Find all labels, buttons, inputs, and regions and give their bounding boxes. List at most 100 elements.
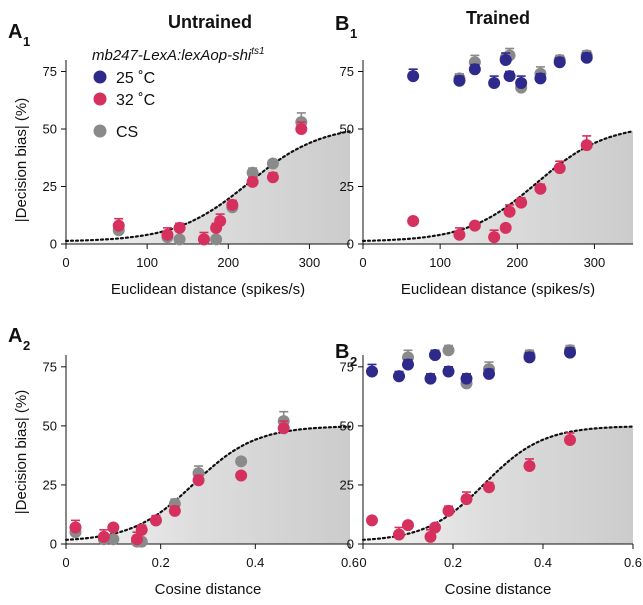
data-point-25c	[499, 54, 512, 66]
x-tick-label: 0.6	[341, 555, 359, 570]
panel-letter-b1: B	[335, 13, 349, 35]
shaded-region-b2	[363, 426, 633, 544]
fit-curve-b2	[361, 425, 635, 541]
panel-letter-a2: A	[8, 325, 22, 347]
x-tick-label: 0.2	[444, 555, 462, 570]
x-axis-label-a1: Euclidean distance (spikes/s)	[111, 281, 305, 298]
legend-label-25c: 25 ˚C	[116, 70, 155, 87]
data-point-32c	[226, 198, 239, 211]
data-point-cs	[210, 233, 223, 246]
legend-label-cs: CS	[116, 124, 138, 141]
y-tick-label: 75	[43, 359, 57, 374]
data-point-32c	[468, 219, 481, 232]
y-axis-label-bottom: |Decision bias| (%)	[13, 390, 30, 515]
data-point-32c	[460, 493, 473, 506]
y-tick-label: 75	[43, 64, 57, 79]
data-point-25c	[564, 346, 576, 359]
y-tick-label: 0	[347, 537, 354, 552]
panel-subscript-b1: 1	[350, 26, 357, 41]
data-point-32c	[503, 205, 516, 218]
data-point-32c	[407, 215, 420, 227]
legend-title: mb247-LexA:lexAop-shits1	[92, 46, 265, 64]
data-point-32c	[131, 533, 143, 546]
data-point-32c	[277, 422, 290, 435]
data-point-32c	[402, 519, 414, 532]
data-point-32c	[488, 231, 501, 244]
y-tick-label: 75	[340, 359, 354, 374]
data-point-cs	[246, 166, 259, 179]
x-axis-label-b2: Cosine distance	[445, 581, 552, 598]
data-point-32c	[266, 171, 279, 184]
y-axis-label-top: |Decision bias| (%)	[13, 98, 30, 223]
panel-subscript-a2: 2	[23, 338, 30, 353]
data-point-32c	[235, 469, 248, 482]
y-tick-label: 50	[43, 418, 57, 433]
data-point-32c	[366, 514, 378, 527]
data-point-32c	[69, 521, 82, 534]
legend-label-32c: 32 ˚C	[116, 92, 155, 109]
data-point-25c	[515, 77, 528, 89]
y-tick-label: 50	[340, 122, 354, 137]
x-tick-label: 100	[429, 255, 451, 270]
data-point-25c	[393, 370, 405, 383]
x-tick-label: 0.4	[246, 555, 264, 570]
panel-letter-b2: B	[335, 341, 349, 363]
data-point-25c	[424, 372, 437, 385]
data-point-32c	[246, 175, 259, 188]
legend-marker-25c	[93, 70, 107, 84]
data-point-25c	[483, 367, 495, 380]
data-point-25c	[503, 70, 516, 83]
data-point-32c	[523, 460, 536, 473]
x-tick-label: 0.6	[624, 555, 642, 570]
data-point-32c	[553, 162, 566, 175]
data-point-32c	[97, 530, 110, 543]
data-point-32c	[499, 221, 512, 234]
data-point-25c	[523, 351, 536, 364]
panel-letter-a1: A	[8, 21, 22, 43]
y-tick-label: 50	[43, 122, 57, 137]
x-tick-label: 0.2	[152, 555, 170, 570]
data-point-25c	[366, 365, 378, 378]
data-point-32c	[112, 219, 125, 232]
x-tick-label: 0	[359, 555, 366, 570]
data-point-32c	[173, 221, 186, 234]
x-axis-label-b1: Euclidean distance (spikes/s)	[401, 281, 595, 298]
data-point-32c	[192, 474, 205, 487]
y-tick-label: 0	[347, 237, 354, 252]
data-point-25c	[402, 358, 414, 371]
data-point-25c	[553, 56, 566, 69]
y-tick-label: 0	[50, 237, 57, 252]
data-point-32c	[161, 228, 174, 241]
data-point-32c	[429, 521, 441, 534]
data-point-32c	[515, 196, 528, 209]
x-tick-label: 100	[136, 255, 158, 270]
data-point-25c	[488, 77, 501, 89]
data-point-cs	[442, 344, 455, 357]
data-point-25c	[460, 372, 473, 385]
data-point-32c	[107, 521, 120, 534]
data-point-25c	[580, 51, 593, 64]
data-point-cs	[173, 233, 186, 246]
legend-title-superscript: ts1	[251, 46, 264, 57]
data-point-32c	[149, 514, 162, 527]
data-point-32c	[214, 215, 227, 227]
legend: mb247-LexA:lexAop-shits1 25 ˚C 32 ˚C CS	[92, 46, 265, 141]
y-tick-label: 75	[340, 64, 354, 79]
shaded-region-a1	[66, 131, 350, 244]
data-point-32c	[564, 434, 576, 447]
data-point-25c	[468, 63, 481, 76]
fit-curve-a1	[64, 130, 352, 242]
panel-subscript-b2: 2	[350, 354, 357, 369]
y-tick-label: 25	[340, 477, 354, 492]
legend-marker-cs	[93, 124, 107, 138]
y-tick-label: 25	[340, 179, 354, 194]
panel-a1: 0 100 200 300 0 25 50 75 Euclidean distance (spi…	[8, 21, 352, 298]
legend-title-main: mb247-LexA:lexAop-shi	[92, 47, 252, 64]
x-tick-label: 300	[584, 255, 606, 270]
y-tick-label: 0	[50, 537, 57, 552]
panel-subscript-a1: 1	[23, 34, 30, 49]
x-tick-label: 200	[506, 255, 528, 270]
